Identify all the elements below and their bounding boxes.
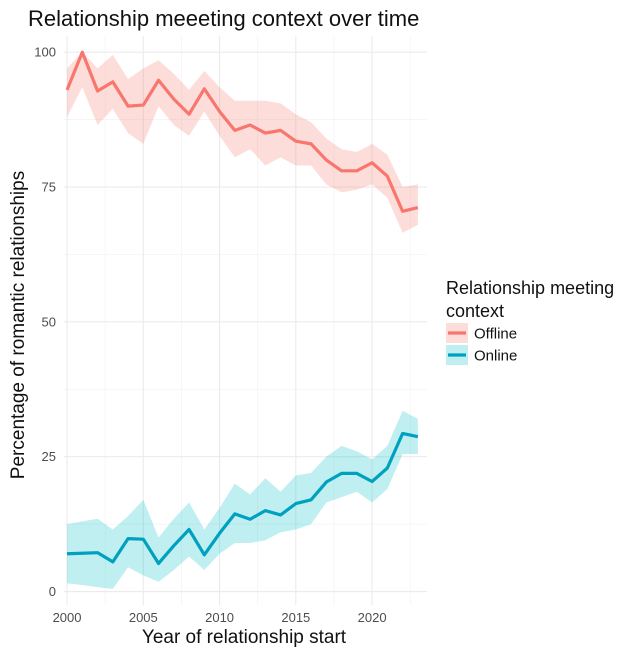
major-grid <box>64 36 427 605</box>
online-confidence-band <box>67 410 418 589</box>
online-legend-label: Online <box>474 348 517 365</box>
offline-legend-label: Offline <box>474 326 517 343</box>
plot-panel <box>64 36 427 605</box>
legend-title-line-2: context <box>446 301 504 321</box>
y-tick-label: 50 <box>42 314 56 329</box>
offline-series-line <box>65 50 419 213</box>
x-tick-label: 2015 <box>281 610 310 625</box>
y-axis-title: Percentage of romantic relationships <box>8 171 29 479</box>
x-tick-label: 2005 <box>129 610 158 625</box>
x-tick-label: 2020 <box>358 610 387 625</box>
offline-confidence-band <box>67 52 418 233</box>
legend-title-line-1: Relationship meeting <box>446 278 614 298</box>
x-tick-label: 2010 <box>205 610 234 625</box>
chart-title: Relationship meeeting context over time <box>28 6 419 31</box>
y-tick-label: 0 <box>49 584 56 599</box>
series-lines <box>65 50 419 566</box>
x-tick-label: 2000 <box>53 610 82 625</box>
legend-items: Offline Online <box>446 323 517 365</box>
legend: Relationship meeting context Offline Onli… <box>446 278 614 365</box>
y-tick-label: 100 <box>34 45 56 60</box>
y-tick-label: 75 <box>42 180 56 195</box>
online-series-line <box>66 431 419 566</box>
y-tick-label: 25 <box>42 449 56 464</box>
x-axis-title: Year of relationship start <box>142 627 347 648</box>
confidence-bands <box>67 52 418 589</box>
y-axis-ticks: 0 25 50 75 100 <box>34 45 56 599</box>
x-axis-ticks: 2000 2005 2010 2015 2020 <box>53 610 387 625</box>
